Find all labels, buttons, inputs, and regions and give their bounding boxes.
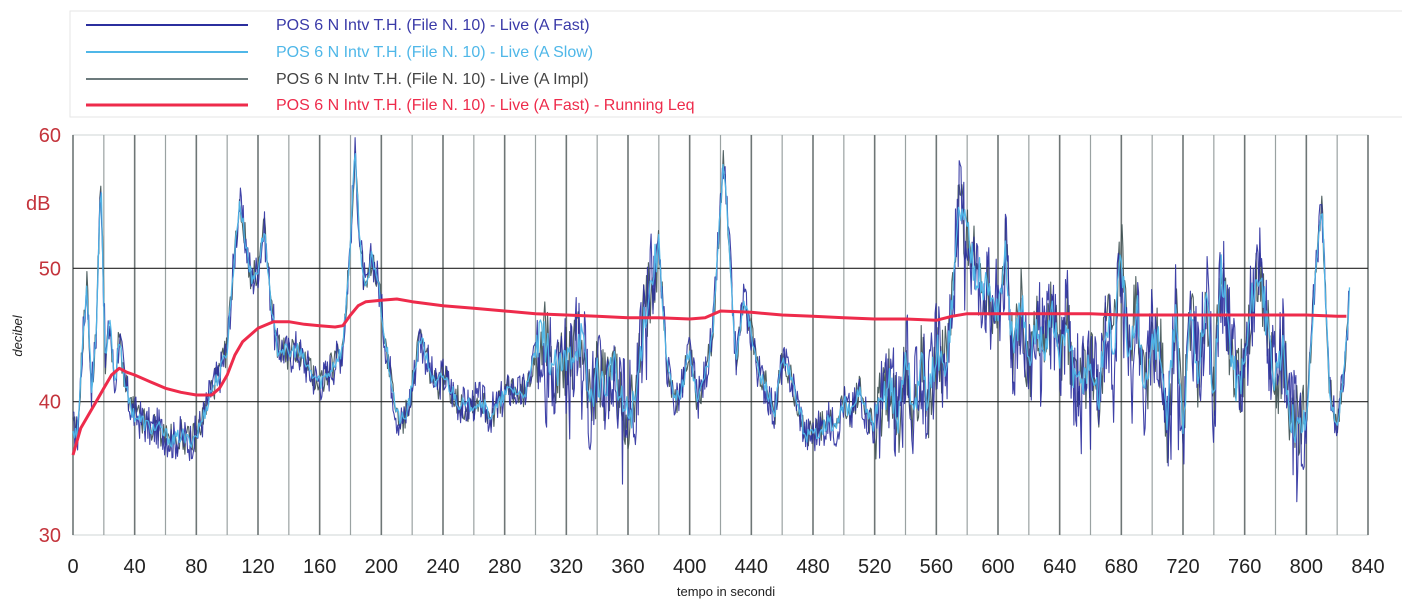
x-tick-label: 200 <box>365 556 398 578</box>
vertical-grid <box>72 135 1369 535</box>
legend-label-running-leq: POS 6 N Intv T.H. (File N. 10) - Live (A… <box>276 97 695 114</box>
x-tick-label: 680 <box>1105 556 1138 578</box>
y-axis-title: decibel <box>10 314 25 356</box>
x-tick-label: 840 <box>1351 556 1384 578</box>
x-tick-label: 120 <box>241 556 274 578</box>
legend: POS 6 N Intv T.H. (File N. 10) - Live (A… <box>69 10 1402 118</box>
x-tick-label: 280 <box>488 556 521 578</box>
x-tick-label: 760 <box>1228 556 1261 578</box>
x-tick-label: 80 <box>185 556 207 578</box>
x-tick-label: 560 <box>920 556 953 578</box>
x-tick-label: 520 <box>858 556 891 578</box>
y-tick-label: 50 <box>39 258 61 280</box>
x-tick-label: 400 <box>673 556 706 578</box>
legend-label-a-fast: POS 6 N Intv T.H. (File N. 10) - Live (A… <box>276 17 590 34</box>
series-line-running-leq <box>71 297 1347 456</box>
legend-label-a-slow: POS 6 N Intv T.H. (File N. 10) - Live (A… <box>276 44 593 61</box>
x-tick-label: 360 <box>611 556 644 578</box>
x-tick-label: 40 <box>124 556 146 578</box>
legend-box <box>69 10 1402 118</box>
x-tick-label: 240 <box>426 556 459 578</box>
x-tick-label: 800 <box>1290 556 1323 578</box>
series-line-a-slow <box>72 152 1351 448</box>
y-tick-labels: 30 40 50 60 <box>39 125 61 547</box>
y-unit-label: dB <box>26 193 50 215</box>
horizontal-grid <box>73 267 1368 403</box>
x-tick-label: 640 <box>1043 556 1076 578</box>
y-tick-label: 40 <box>39 392 61 414</box>
series-layer <box>71 137 1351 503</box>
x-tick-label: 160 <box>303 556 336 578</box>
x-tick-label: 720 <box>1166 556 1199 578</box>
x-axis-title: tempo in secondi <box>677 584 775 599</box>
x-tick-label: 480 <box>796 556 829 578</box>
y-tick-label: 30 <box>39 525 61 547</box>
x-tick-label: 600 <box>981 556 1014 578</box>
legend-label-a-impl: POS 6 N Intv T.H. (File N. 10) - Live (A… <box>276 71 589 88</box>
x-tick-labels: 0 40 80 120 160 200 240 280 320 360 400 440 480 520 56… <box>67 556 1384 578</box>
y-tick-label: 60 <box>39 125 61 147</box>
x-tick-label: 0 <box>67 556 78 578</box>
x-tick-label: 320 <box>550 556 583 578</box>
x-tick-label: 440 <box>735 556 768 578</box>
